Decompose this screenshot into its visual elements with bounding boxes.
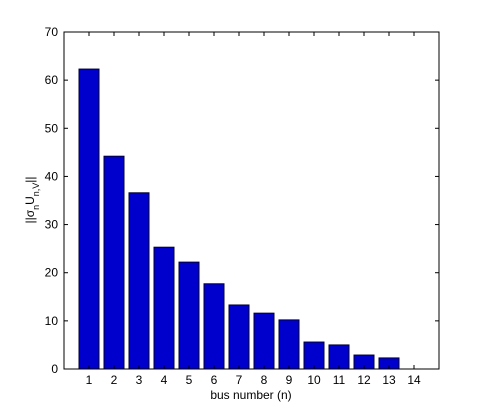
- bar: [78, 68, 100, 370]
- y-axis-label-part: U: [23, 196, 37, 205]
- x-tick-label: 9: [286, 373, 293, 387]
- bar: [303, 341, 325, 370]
- bar: [253, 312, 275, 370]
- y-axis-label-part: ||σ: [23, 209, 37, 223]
- x-tick-label: 7: [236, 373, 243, 387]
- y-axis-label: ||σnUn,V||: [23, 176, 41, 223]
- x-tick-label: 13: [382, 373, 396, 387]
- y-tick-label: 60: [45, 73, 59, 87]
- y-tick-label: 40: [45, 169, 59, 183]
- y-tick-label: 20: [45, 266, 59, 280]
- bar: [128, 192, 150, 370]
- y-axis-label-part: ||: [23, 176, 37, 182]
- y-tick-label: 10: [45, 314, 59, 328]
- bar: [278, 319, 300, 370]
- axes-box: [63, 31, 440, 370]
- x-tick-label: 14: [407, 373, 421, 387]
- x-tick-label: 11: [333, 373, 346, 387]
- y-tick-label: 70: [45, 25, 59, 39]
- x-tick-label: 10: [307, 373, 321, 387]
- bar: [103, 155, 125, 370]
- bar: [203, 283, 225, 370]
- x-axis-label: bus number (n): [210, 388, 291, 402]
- y-axis-label-part: n,V: [31, 183, 41, 197]
- x-tick-label: 6: [211, 373, 218, 387]
- x-tick-label: 2: [111, 373, 118, 387]
- x-tick-label: 3: [136, 373, 143, 387]
- x-tick-label: 1: [86, 373, 93, 387]
- y-axis-label-part: n: [31, 205, 41, 210]
- x-tick-label: 8: [261, 373, 268, 387]
- x-tick-label: 12: [357, 373, 371, 387]
- x-tick-label: 5: [186, 373, 193, 387]
- bar: [228, 304, 250, 370]
- plot-area: [64, 32, 439, 369]
- y-tick-label: 50: [45, 121, 59, 135]
- y-tick-label: 0: [51, 362, 58, 376]
- bar: [153, 246, 175, 370]
- bar: [178, 261, 200, 370]
- x-tick-label: 4: [161, 373, 168, 387]
- y-tick-label: 30: [45, 218, 59, 232]
